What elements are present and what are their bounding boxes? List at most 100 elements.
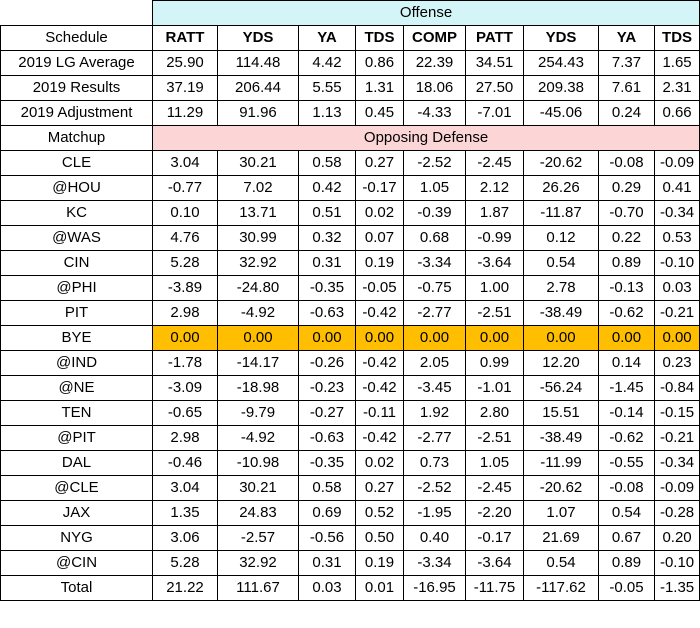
opponent-label: DAL xyxy=(0,450,153,476)
value-cell: 21.22 xyxy=(152,575,218,601)
value-cell: -0.65 xyxy=(152,400,218,426)
value-cell: 1.05 xyxy=(403,175,466,201)
value-cell: 0.00 xyxy=(523,325,599,351)
matchup-row: @PIT 2.98 -4.92 -0.63 -0.42 -2.77 -2.51 -38.49-… xyxy=(0,425,700,451)
value-cell: -3.64 xyxy=(465,250,524,276)
value-cell: -0.23 xyxy=(298,375,356,401)
value-cell: -0.10 xyxy=(653,550,700,576)
value-cell: 0.42 xyxy=(298,175,356,201)
value-cell: -2.77 xyxy=(403,425,466,451)
summary-row: 2019 Adjustment 11.29 91.96 1.13 0.45 -4.33 -7… xyxy=(0,100,700,126)
value-cell: -56.24 xyxy=(523,375,599,401)
value-cell: -14.17 xyxy=(217,350,299,376)
value-cell: 111.67 xyxy=(217,575,299,601)
value-cell: -0.11 xyxy=(355,400,404,426)
summary-row-label: 2019 Results xyxy=(0,75,153,101)
value-cell: -0.17 xyxy=(355,175,404,201)
value-cell: -0.39 xyxy=(403,200,466,226)
opponent-label: BYE xyxy=(0,325,153,351)
value-cell: -2.20 xyxy=(465,500,524,526)
opponent-label: @PHI xyxy=(0,275,153,301)
value-cell: 1.00 xyxy=(465,275,524,301)
value-cell: 0.50 xyxy=(355,525,404,551)
value-cell: -0.63 xyxy=(298,300,356,326)
value-cell: -0.13 xyxy=(598,275,655,301)
value-cell: 18.06 xyxy=(403,75,466,101)
value-cell: 32.92 xyxy=(217,550,299,576)
value-cell: -0.08 xyxy=(598,150,655,176)
value-cell: 5.28 xyxy=(152,250,218,276)
value-cell: 91.96 xyxy=(217,100,299,126)
col-header-ratt: RATT xyxy=(152,25,218,51)
value-cell: 0.02 xyxy=(355,200,404,226)
opponent-label: @CLE xyxy=(0,475,153,501)
opponent-label: KC xyxy=(0,200,153,226)
value-cell: -0.84 xyxy=(653,375,700,401)
matchup-row: DAL -0.46 -10.98 -0.35 0.02 0.73 1.05 -11.99 -0.… xyxy=(0,450,700,476)
value-cell: 1.87 xyxy=(465,200,524,226)
value-cell: -0.08 xyxy=(598,475,655,501)
value-cell: 0.10 xyxy=(152,200,218,226)
value-cell: -4.92 xyxy=(217,425,299,451)
value-cell: 0.03 xyxy=(653,275,700,301)
value-cell: -0.56 xyxy=(298,525,356,551)
value-cell: 0.40 xyxy=(403,525,466,551)
value-cell: -0.09 xyxy=(653,475,700,501)
value-cell: 0.86 xyxy=(355,50,404,76)
value-cell: 13.71 xyxy=(217,200,299,226)
value-cell: 2.80 xyxy=(465,400,524,426)
defense-band-row: Matchup Opposing Defense xyxy=(0,125,700,151)
schedule-adjustment-table: Offense Schedule RATT YDS YA TDS COMP PA… xyxy=(0,0,700,601)
value-cell: -2.57 xyxy=(217,525,299,551)
value-cell: -3.34 xyxy=(403,550,466,576)
matchup-row: @NE -3.09 -18.98 -0.23 -0.42 -3.45 -1.01 -56.24… xyxy=(0,375,700,401)
value-cell: 22.39 xyxy=(403,50,466,76)
value-cell: 0.67 xyxy=(598,525,655,551)
total-row: Total 21.22 111.67 0.03 0.01 -16.95 -11.75 -117… xyxy=(0,575,700,601)
value-cell: 0.00 xyxy=(403,325,466,351)
value-cell: -117.62 xyxy=(523,575,599,601)
value-cell: 1.35 xyxy=(152,500,218,526)
value-cell: 1.31 xyxy=(355,75,404,101)
value-cell: -0.26 xyxy=(298,350,356,376)
value-cell: 0.31 xyxy=(298,250,356,276)
value-cell: 4.76 xyxy=(152,225,218,251)
value-cell: -1.45 xyxy=(598,375,655,401)
value-cell: 0.03 xyxy=(298,575,356,601)
value-cell: -3.09 xyxy=(152,375,218,401)
value-cell: 0.14 xyxy=(598,350,655,376)
value-cell: -0.14 xyxy=(598,400,655,426)
value-cell: 0.73 xyxy=(403,450,466,476)
value-cell: -0.05 xyxy=(355,275,404,301)
value-cell: -38.49 xyxy=(523,425,599,451)
summary-row-label: 2019 Adjustment xyxy=(0,100,153,126)
opponent-label: @CIN xyxy=(0,550,153,576)
value-cell: 30.21 xyxy=(217,475,299,501)
value-cell: 37.19 xyxy=(152,75,218,101)
value-cell: 2.12 xyxy=(465,175,524,201)
value-cell: -0.09 xyxy=(653,150,700,176)
value-cell: -0.34 xyxy=(653,450,700,476)
value-cell: -0.99 xyxy=(465,225,524,251)
col-header-patt: PATT xyxy=(465,25,524,51)
value-cell: 0.00 xyxy=(152,325,218,351)
value-cell: -0.28 xyxy=(653,500,700,526)
value-cell: 3.06 xyxy=(152,525,218,551)
matchup-row: NYG 3.06 -2.57 -0.56 0.50 0.40 -0.17 21.69 0.67 0… xyxy=(0,525,700,551)
matchup-row: @CLE 3.04 30.21 0.58 0.27 -2.52 -2.45 -20.62 -0.… xyxy=(0,475,700,501)
matchup-row: @HOU -0.77 7.02 0.42 -0.17 1.05 2.12 26.26 0.29 0… xyxy=(0,175,700,201)
value-cell: 0.32 xyxy=(298,225,356,251)
value-cell: 0.19 xyxy=(355,550,404,576)
value-cell: -11.99 xyxy=(523,450,599,476)
value-cell: -11.75 xyxy=(465,575,524,601)
column-header-row: Schedule RATT YDS YA TDS COMP PATT YDS Y… xyxy=(0,25,700,51)
opponent-label: @WAS xyxy=(0,225,153,251)
value-cell: -0.35 xyxy=(298,275,356,301)
value-cell: 0.00 xyxy=(465,325,524,351)
value-cell: 5.28 xyxy=(152,550,218,576)
value-cell: -2.77 xyxy=(403,300,466,326)
value-cell: 0.68 xyxy=(403,225,466,251)
value-cell: -2.52 xyxy=(403,475,466,501)
value-cell: -0.10 xyxy=(653,250,700,276)
value-cell: 0.20 xyxy=(653,525,700,551)
